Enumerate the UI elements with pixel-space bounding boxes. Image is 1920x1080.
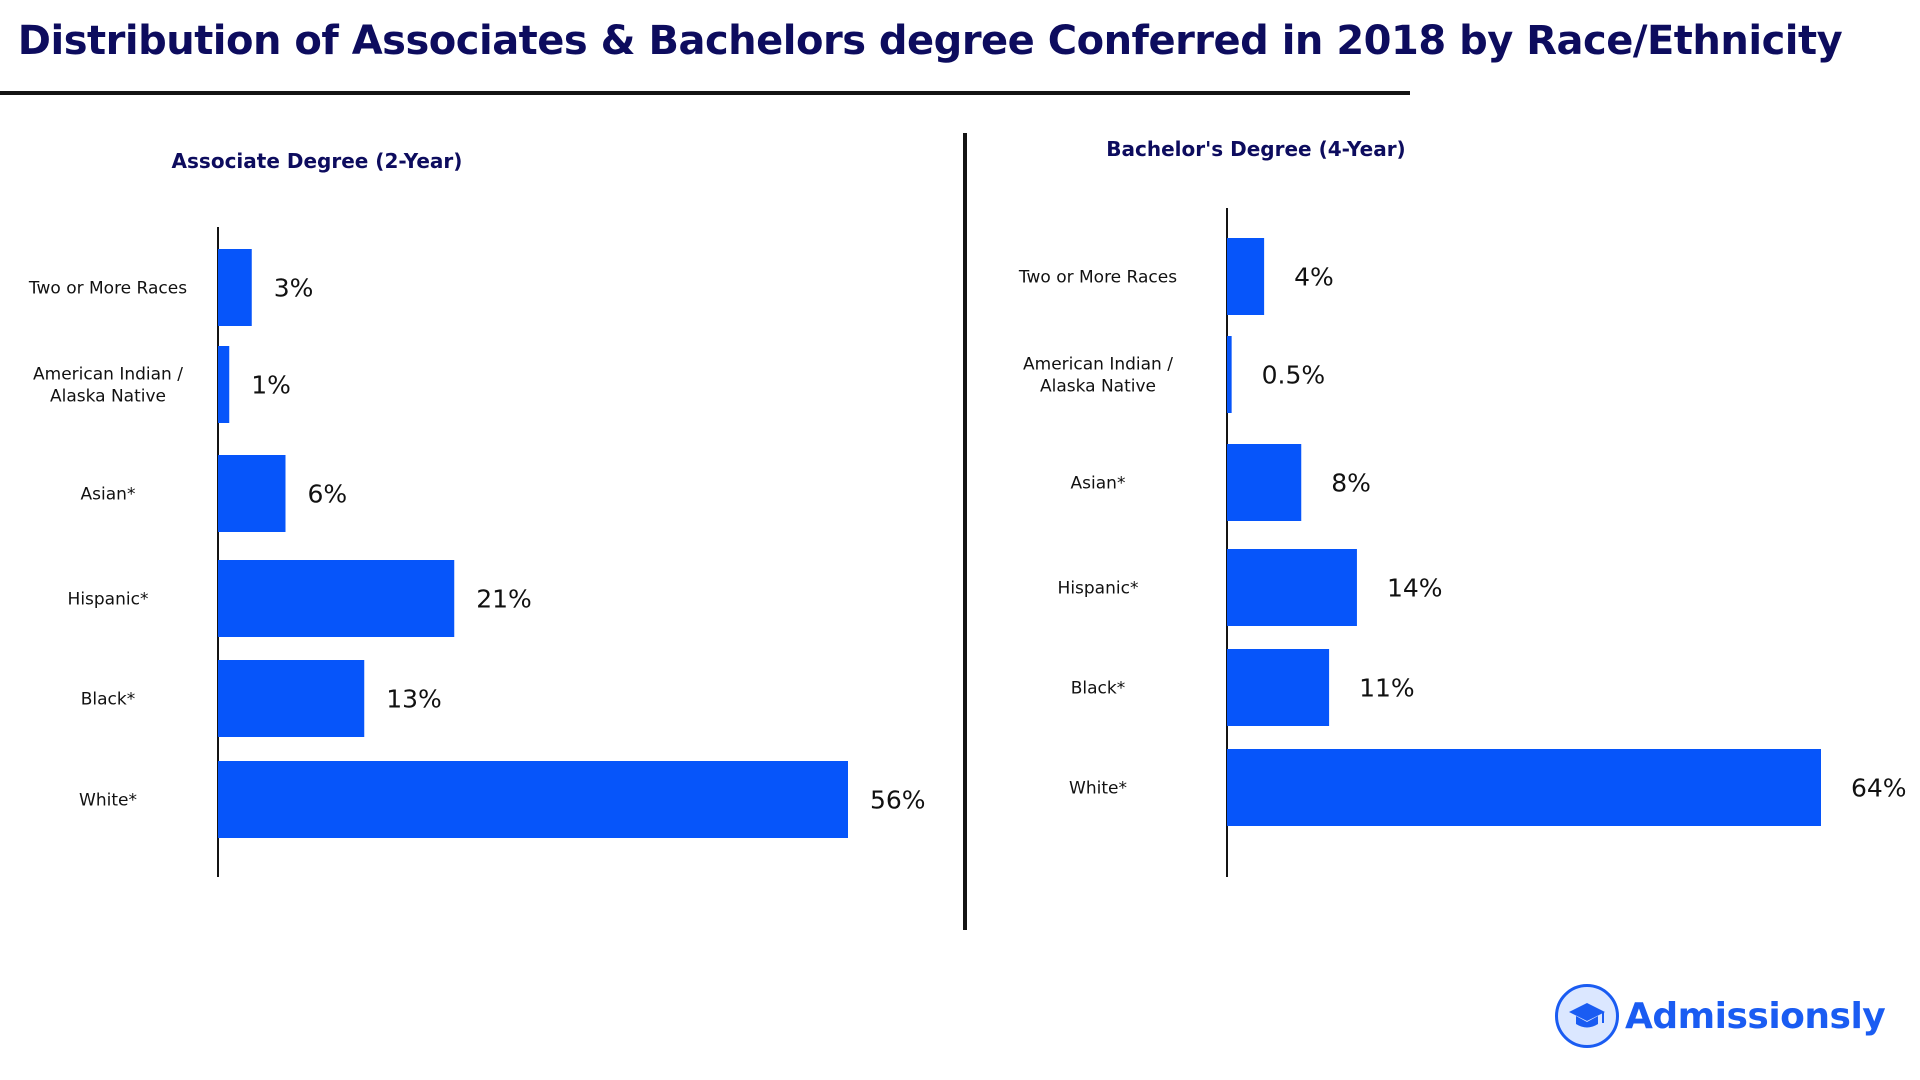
panel-divider — [963, 133, 967, 930]
bachelor-category-label: Hispanic* — [1058, 579, 1139, 599]
brand-name: Admissionsly — [1625, 995, 1886, 1037]
graduation-cap-icon — [1555, 984, 1619, 1048]
associate-category-label: White* — [79, 791, 137, 811]
associate-bar-6 — [218, 761, 848, 838]
bachelor-category-label: Asian* — [1071, 474, 1126, 494]
bachelor-bar-6 — [1227, 749, 1821, 826]
associate-value-label: 21% — [476, 585, 532, 614]
bachelor-category-label: Black* — [1071, 679, 1126, 699]
associate-value-label: 3% — [274, 274, 314, 303]
bachelor-value-label: 0.5% — [1262, 361, 1326, 390]
bachelor-value-label: 64% — [1851, 774, 1907, 803]
associate-value-label: 6% — [308, 480, 348, 509]
bachelor-category-label: American Indian / Alaska Native — [1023, 355, 1173, 397]
associate-bar-5 — [218, 660, 365, 737]
bachelor-bar-1 — [1227, 238, 1265, 315]
associate-category-label: American Indian / Alaska Native — [33, 365, 183, 407]
bachelor-bar-2 — [1227, 336, 1232, 413]
associate-degree-chart: Associate Degree (2-Year) Two or More Rac… — [28, 149, 926, 877]
associate-category-label: Black* — [81, 690, 136, 710]
bachelor-bar-5 — [1227, 649, 1330, 726]
brand-logo: Admissionsly — [1555, 983, 1886, 1049]
title-underline — [0, 91, 1410, 95]
associate-value-label: 56% — [870, 786, 926, 815]
bachelor-bar-3 — [1227, 444, 1302, 521]
bachelor-bar-4 — [1227, 549, 1357, 626]
associate-bar-3 — [218, 455, 286, 532]
associate-value-label: 1% — [251, 371, 291, 400]
bachelor-value-label: 14% — [1387, 574, 1443, 603]
chart-main-title: Distribution of Associates & Bachelors d… — [17, 18, 1843, 64]
bachelor-category-label: Two or More Races — [1018, 268, 1177, 288]
associate-category-label: Two or More Races — [28, 279, 187, 299]
bachelor-value-label: 8% — [1331, 469, 1371, 498]
associate-bar-4 — [218, 560, 455, 637]
associate-category-label: Hispanic* — [68, 590, 149, 610]
bachelor-value-label: 4% — [1294, 263, 1334, 292]
bachelor-category-label: White* — [1069, 779, 1127, 799]
associate-value-label: 13% — [386, 685, 442, 714]
associate-chart-title: Associate Degree (2-Year) — [172, 149, 463, 173]
associate-category-label: Asian* — [81, 485, 136, 505]
associate-bar-2 — [218, 346, 230, 423]
bachelor-value-label: 11% — [1359, 674, 1415, 703]
bachelor-chart-title: Bachelor's Degree (4-Year) — [1106, 137, 1405, 161]
associate-bar-1 — [218, 249, 252, 326]
